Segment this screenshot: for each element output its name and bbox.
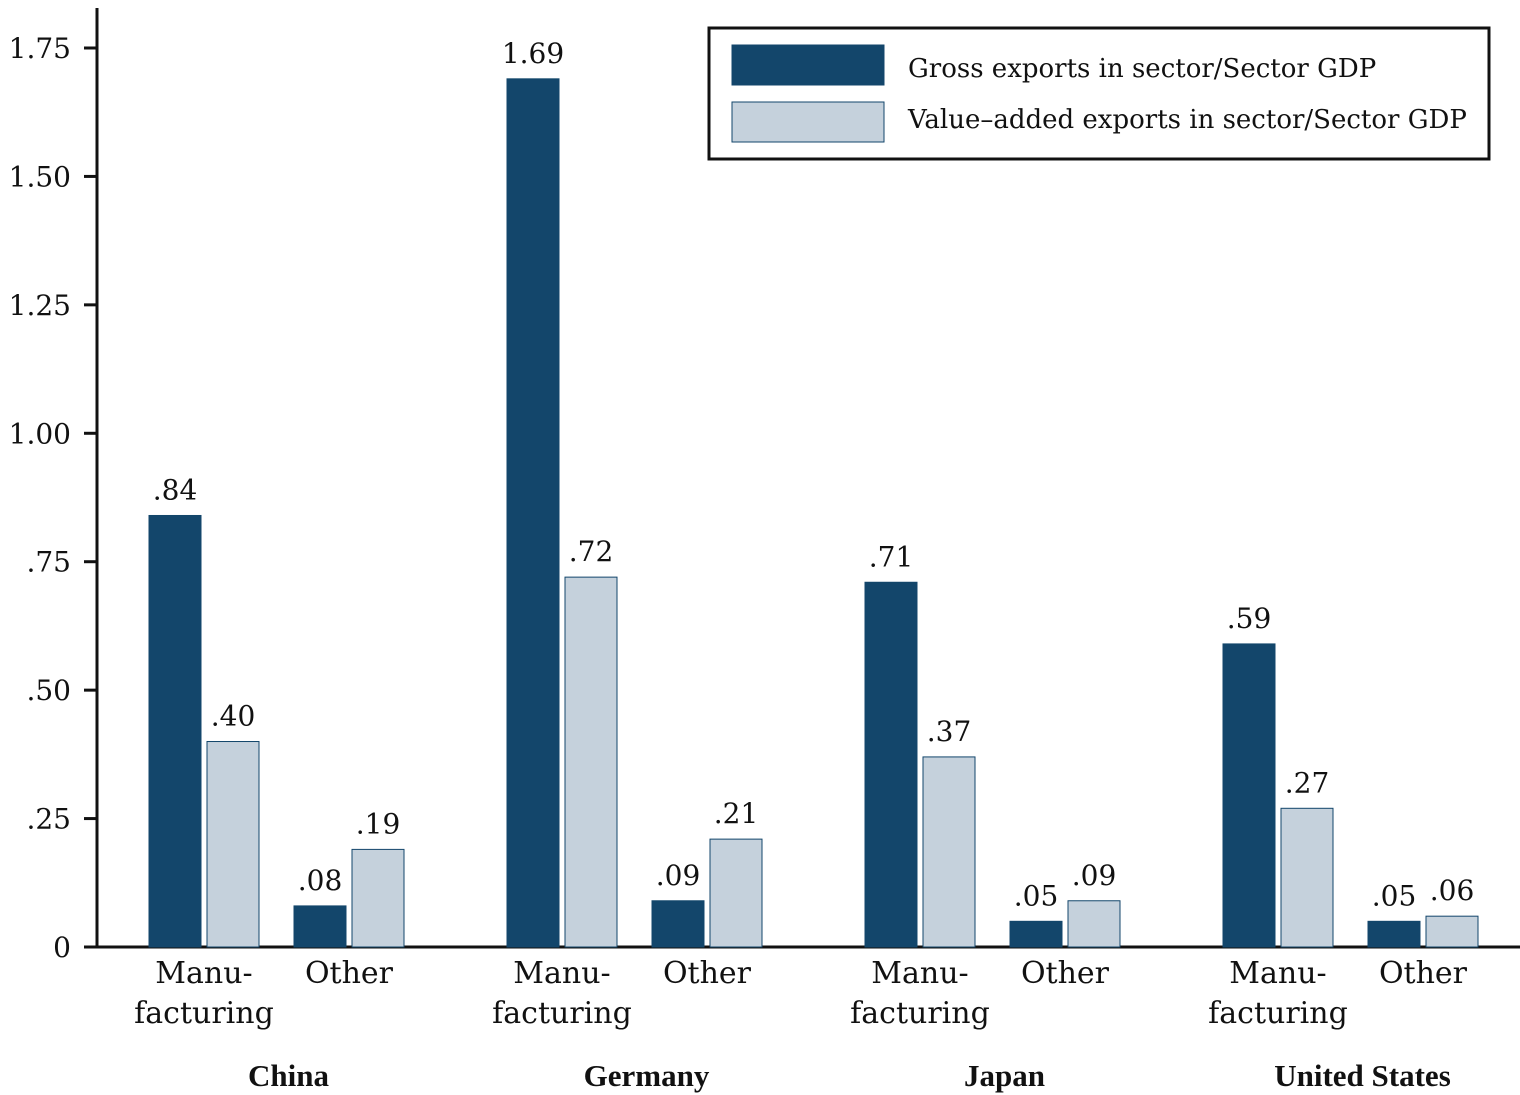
bar-japan-other-gross xyxy=(1009,920,1063,948)
legend-label-value-added-exports: Value–added exports in sector/Sector GDP xyxy=(907,105,1467,135)
sector-label: Manu- xyxy=(1229,956,1326,991)
data-label: .08 xyxy=(298,864,343,897)
sector-label: Other xyxy=(305,956,394,991)
bar-united-states-other-gross xyxy=(1367,920,1421,948)
bar-germany-other-value-added xyxy=(709,838,763,948)
data-label: .71 xyxy=(869,540,914,573)
y-tick-label: 0 xyxy=(53,931,71,964)
sector-label: Other xyxy=(1021,956,1110,991)
data-label: .21 xyxy=(714,797,759,830)
bar-germany-other-gross xyxy=(651,900,705,948)
sector-label: Manu- xyxy=(155,956,252,991)
data-label: .37 xyxy=(927,715,972,748)
sector-label: facturing xyxy=(1208,996,1348,1031)
sector-label: facturing xyxy=(492,996,632,1031)
bar-china-other-value-added xyxy=(351,848,405,948)
bar-china-manu-facturing-value-added xyxy=(206,741,260,948)
country-label-germany: Germany xyxy=(584,1058,710,1093)
data-labels: .84 .40 .08 .19 1.69 .72 .09 .21 .71 .37 .05 .09 .59… xyxy=(153,37,1475,912)
data-label: .40 xyxy=(211,700,256,733)
sector-label: facturing xyxy=(134,996,274,1031)
data-label: .09 xyxy=(1072,859,1117,892)
bar-china-other-gross xyxy=(293,905,347,948)
y-tick-label: 1.25 xyxy=(9,289,71,322)
data-label: .59 xyxy=(1227,602,1272,635)
data-label: .06 xyxy=(1430,874,1475,907)
data-label: 1.69 xyxy=(502,37,564,70)
bar-germany-manu-facturing-value-added xyxy=(564,576,618,948)
data-label: .84 xyxy=(153,473,198,506)
y-tick-label: .50 xyxy=(26,674,71,707)
legend-swatch-value-added-exports xyxy=(731,101,885,143)
y-tick-label: 1.50 xyxy=(9,160,71,193)
bar-germany-manu-facturing-gross xyxy=(506,78,560,948)
data-label: .05 xyxy=(1014,879,1059,912)
bar-japan-other-value-added xyxy=(1067,900,1121,948)
bar-united-states-manu-facturing-value-added xyxy=(1280,807,1334,948)
data-label: .05 xyxy=(1372,879,1417,912)
data-label: .27 xyxy=(1285,766,1330,799)
legend-label-gross-exports: Gross exports in sector/Sector GDP xyxy=(908,54,1376,84)
bar-japan-manu-facturing-gross xyxy=(864,581,918,948)
data-label: .09 xyxy=(656,859,701,892)
sector-label: Manu- xyxy=(513,956,610,991)
data-label: .72 xyxy=(569,535,614,568)
country-label-japan: Japan xyxy=(964,1058,1045,1093)
sector-label: Other xyxy=(663,956,752,991)
legend: Gross exports in sector/Sector GDP Value… xyxy=(707,26,1491,161)
sector-label: facturing xyxy=(850,996,990,1031)
bar-japan-manu-facturing-value-added xyxy=(922,756,976,948)
y-tick-label: .75 xyxy=(26,546,71,579)
legend-swatch-gross-exports xyxy=(731,44,885,86)
bar-china-manu-facturing-gross xyxy=(148,514,202,948)
data-label: .19 xyxy=(356,807,401,840)
bars xyxy=(148,78,1479,948)
bar-united-states-manu-facturing-gross xyxy=(1222,643,1276,948)
country-label-united-states: United States xyxy=(1274,1058,1451,1093)
y-tick-label: .25 xyxy=(26,803,71,836)
sector-label: Other xyxy=(1379,956,1468,991)
country-label-china: China xyxy=(248,1058,329,1093)
bar-united-states-other-value-added xyxy=(1425,915,1479,948)
sector-label: Manu- xyxy=(871,956,968,991)
y-tick-label: 1.00 xyxy=(9,417,71,450)
y-tick-label: 1.75 xyxy=(9,32,71,65)
x-axis-labels: Manu-facturing Other China Manu-facturing Ot… xyxy=(134,956,1468,1093)
